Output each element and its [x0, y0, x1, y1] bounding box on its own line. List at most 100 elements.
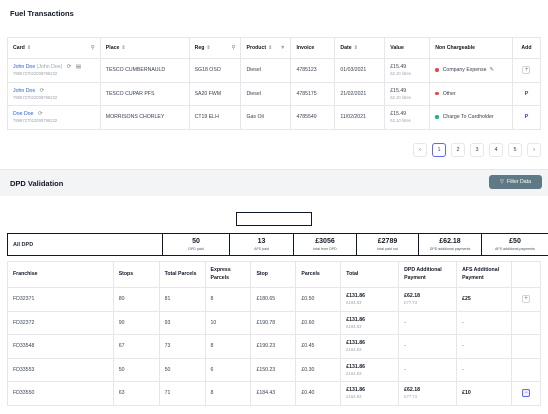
dpd-additional-cell: -	[398, 334, 458, 359]
value-cell: £15.49 62.10 litres	[384, 58, 431, 83]
col-total: Total	[340, 261, 400, 288]
card-cell: John Doe ⟳ 7896727022008796232	[7, 81, 101, 106]
table-row: FD33553 50 50 6 £150.23 £0.30 £131.86 £16…	[7, 357, 542, 382]
filter-icon[interactable]: ▼	[279, 45, 286, 51]
franchise-link[interactable]: FD33548	[7, 334, 114, 359]
summary-cell: £3056 total from DPD	[294, 234, 357, 255]
sort-icon: ⇕	[26, 45, 32, 51]
edit-icon[interactable]: ✎	[489, 67, 495, 74]
p-icon[interactable]: P	[524, 114, 529, 121]
dpd-additional-cell: £62.18 £77.73	[398, 381, 458, 406]
col-value: Value	[384, 37, 431, 59]
page-button-2[interactable]: 2	[451, 143, 465, 157]
franchise-link[interactable]: FD33550	[7, 381, 114, 406]
add-plus-icon[interactable]: +	[522, 66, 531, 75]
filter-data-button[interactable]: ▽ Filter Data	[489, 175, 542, 189]
page-button-1[interactable]: 1	[432, 143, 446, 157]
afs-additional-cell: -	[456, 334, 512, 359]
value-cell: £15.49 62.10 litres	[384, 81, 431, 106]
franchise-link[interactable]: FD33553	[7, 357, 114, 382]
dpd-additional-cell: -	[398, 357, 458, 382]
col-dpd-additional: DPD Additional Payment	[398, 261, 458, 288]
dpd-validation-title: DPD Validation	[10, 179, 64, 188]
action-cell: −	[510, 381, 542, 406]
date-cell: 21/02/2021	[334, 81, 386, 106]
dpd-table: Franchise Stops Total Parcels Express Pa…	[7, 261, 542, 406]
sort-icon: ⇕	[353, 45, 358, 51]
status-dot-icon	[435, 68, 439, 72]
card-cell: Doe Doe ⟳ 7896727022008796232	[7, 105, 101, 130]
table-row: FD33550 63 71 8 £184.43 £0.40 £131.86 £16…	[7, 381, 542, 406]
table-row: Doe Doe ⟳ 7896727022008796232 MORRISONS …	[7, 105, 542, 130]
col-stop: Stop	[250, 261, 297, 288]
reg-cell: CT19 ELH	[188, 105, 242, 130]
franchise-link[interactable]: FD32372	[7, 310, 114, 335]
filter-icon: ▽	[500, 179, 505, 185]
invoice-cell: 4785549	[290, 105, 336, 130]
table-row: FD32371 80 81 8 £180.65 £0.50 £131.86 £16…	[7, 287, 542, 312]
add-cell: +	[511, 58, 542, 83]
search-icon[interactable]: ⚲	[90, 45, 95, 51]
fuel-transactions-title: Fuel Transactions	[10, 9, 74, 18]
total-cell: £131.86 £164.83	[340, 287, 400, 312]
non-chargeable-cell[interactable]: Other	[429, 81, 513, 106]
dpd-summary-row: All DPD 50 DPD paid 13 AFS paid £3056 to…	[7, 233, 548, 256]
place-cell: TESCO CUMBERNAULD	[99, 58, 190, 83]
col-product[interactable]: Product ⇕ ▼	[240, 37, 292, 59]
date-cell: 11/02/2021	[334, 105, 386, 130]
col-card[interactable]: Card ⇕ ⚲	[7, 37, 101, 59]
refresh-icon[interactable]: ⟳	[66, 64, 72, 71]
p-icon[interactable]: P	[524, 90, 529, 97]
page-button-5[interactable]: 5	[508, 143, 522, 157]
next-page-button[interactable]: ›	[527, 143, 541, 157]
summary-label: All DPD	[8, 234, 163, 255]
place-cell: MORRISONS CHORLEY	[99, 105, 190, 130]
page-button-3[interactable]: 3	[470, 143, 484, 157]
afs-additional-cell: -	[456, 357, 512, 382]
summary-cell: 50 DPD paid	[163, 234, 230, 255]
action-cell	[510, 334, 542, 359]
card-number: 7896727022008796232	[13, 94, 58, 100]
fuel-transactions-table: Card ⇕ ⚲ Place ⇕ Reg ⇕ ⚲ Product ⇕ ▼ Invoice Da…	[7, 37, 542, 130]
col-franchise: Franchise	[7, 261, 114, 288]
afs-additional-cell: -	[456, 310, 512, 335]
action-cell: +	[510, 287, 542, 312]
franchise-link[interactable]: FD32371	[7, 287, 114, 312]
card-number: 7896727022008796232	[13, 118, 58, 124]
col-date[interactable]: Date ⇕	[334, 37, 386, 59]
table-row: John Doe ⟳ 7896727022008796232 TESCO CUP…	[7, 81, 542, 106]
col-reg[interactable]: Reg ⇕ ⚲	[188, 37, 242, 59]
col-place[interactable]: Place ⇕	[99, 37, 190, 59]
sort-icon: ⇕	[121, 45, 126, 51]
reg-cell: SA20 FWM	[188, 81, 242, 106]
prev-page-button[interactable]: ‹	[413, 143, 427, 157]
col-invoice: Invoice	[290, 37, 336, 59]
expand-plus-icon[interactable]: +	[521, 295, 530, 304]
product-cell: Diesel	[240, 81, 292, 106]
page-button-4[interactable]: 4	[489, 143, 503, 157]
col-parcels: Parcels	[295, 261, 342, 288]
table-row: FD33548 67 73 8 £190.23 £0.45 £131.86 £16…	[7, 334, 542, 359]
non-chargeable-cell[interactable]: Company Expense ✎	[429, 58, 513, 83]
col-express-parcels: Express Parcels	[204, 261, 252, 288]
card-name-link[interactable]: Doe Doe	[13, 111, 34, 118]
dpd-validation-panel: All DPD 50 DPD paid 13 AFS paid £3056 to…	[0, 196, 548, 414]
action-cell	[510, 310, 542, 335]
card-name-link[interactable]: John Doe	[13, 87, 36, 94]
total-cell: £131.86 £164.83	[340, 381, 400, 406]
non-chargeable-cell[interactable]: Charge To Cardholder	[429, 105, 513, 130]
dpd-additional-cell: -	[398, 310, 458, 335]
blank-input-box[interactable]	[236, 212, 312, 226]
document-icon[interactable]: ▤	[75, 64, 82, 71]
pagination: ‹ 1 2 3 4 5 ›	[413, 143, 541, 157]
summary-cell: 13 AFS paid	[230, 234, 294, 255]
add-cell: P	[511, 105, 542, 130]
card-name-link[interactable]: John Doe	[13, 64, 36, 71]
table-header-row: Franchise Stops Total Parcels Express Pa…	[7, 261, 542, 288]
col-afs-additional: AFS Additional Payment	[456, 261, 512, 288]
search-icon[interactable]: ⚲	[231, 45, 236, 51]
refresh-icon[interactable]: ⟳	[37, 111, 43, 118]
refresh-icon[interactable]: ⟳	[39, 87, 45, 94]
card-cell: John Doe (John Doe) ⟳ ▤ 7896727022008796…	[7, 58, 101, 83]
collapse-minus-icon[interactable]: −	[521, 389, 530, 398]
